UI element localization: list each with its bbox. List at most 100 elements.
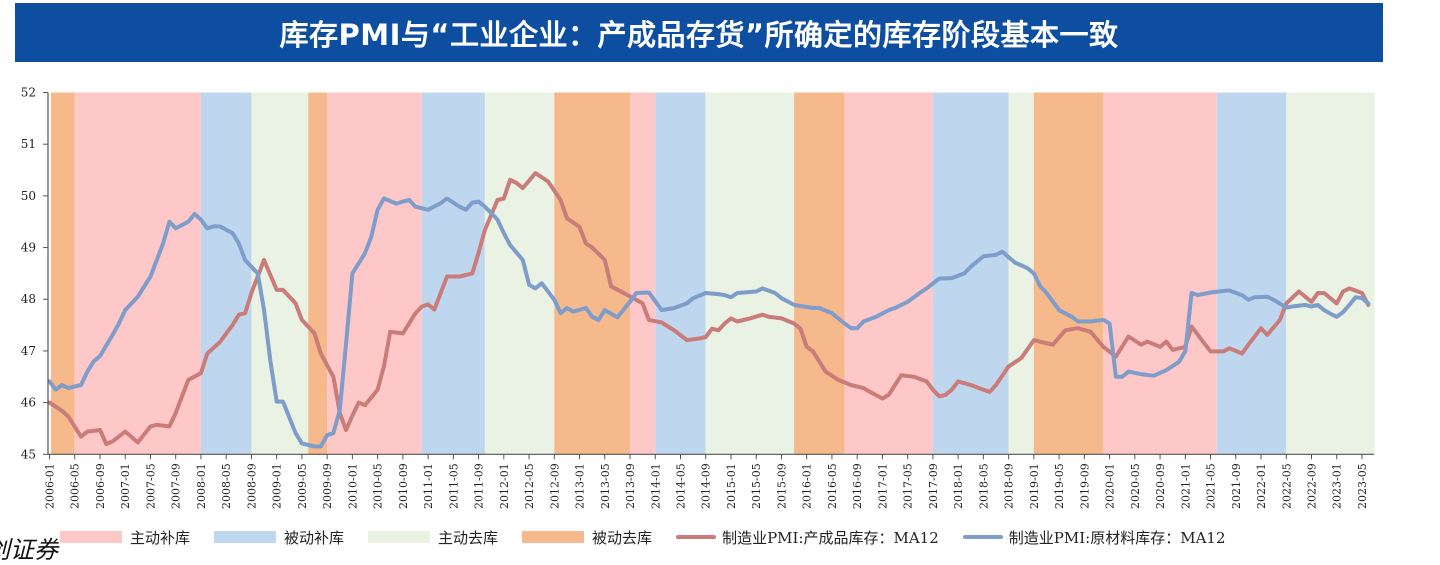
x-tick-label: 2006-01 bbox=[44, 463, 57, 509]
x-tick-label: 2021-01 bbox=[1179, 463, 1192, 509]
legend-swatch bbox=[60, 531, 122, 543]
y-tick-label: 50 bbox=[21, 189, 36, 203]
x-tick-label: 2009-05 bbox=[296, 463, 309, 509]
phase-band bbox=[932, 92, 1009, 455]
x-tick-label: 2007-01 bbox=[119, 463, 132, 509]
legend-item-active-restock: 主动补库 bbox=[60, 527, 190, 548]
phase-band bbox=[74, 92, 201, 455]
x-tick-label: 2021-05 bbox=[1205, 463, 1218, 509]
legend-swatch bbox=[214, 531, 277, 543]
legend-label: 制造业PMI:产成品库存：MA12 bbox=[722, 528, 939, 547]
legend-line bbox=[962, 535, 1003, 539]
phase-band bbox=[51, 92, 75, 455]
y-tick-label: 48 bbox=[21, 292, 36, 306]
x-tick-label: 2021-09 bbox=[1230, 463, 1243, 509]
x-tick-label: 2015-05 bbox=[750, 463, 763, 509]
x-tick-label: 2011-05 bbox=[447, 463, 460, 509]
x-tick-label: 2011-09 bbox=[473, 463, 486, 509]
legend-swatch bbox=[368, 531, 431, 543]
x-tick-label: 2014-09 bbox=[700, 463, 713, 509]
x-tick-label: 2007-05 bbox=[144, 463, 157, 509]
phase-band bbox=[794, 92, 845, 455]
legend: 主动补库 被动补库 主动去库 被动去库 制造业PMI:产成品库存：MA12 制造… bbox=[60, 524, 1440, 550]
x-tick-label: 2014-01 bbox=[649, 463, 662, 509]
x-tick-label: 2008-09 bbox=[245, 463, 258, 509]
phase-band bbox=[308, 92, 328, 455]
x-tick-label: 2010-01 bbox=[346, 463, 359, 509]
x-tick-label: 2012-01 bbox=[498, 463, 511, 509]
x-tick-label: 2022-01 bbox=[1255, 463, 1268, 509]
phase-band bbox=[200, 92, 252, 455]
x-tick-label: 2007-09 bbox=[170, 463, 183, 509]
x-tick-label: 2018-05 bbox=[977, 463, 990, 509]
phase-band bbox=[1033, 92, 1104, 455]
x-tick-label: 2006-05 bbox=[69, 463, 82, 509]
title-banner: 库存PMI与“工业企业：产成品存货”所确定的库存阶段基本一致 bbox=[15, 3, 1383, 62]
legend-label: 主动补库 bbox=[130, 528, 191, 547]
y-tick-label: 52 bbox=[21, 86, 36, 100]
phase-band bbox=[655, 92, 706, 455]
x-tick-label: 2019-09 bbox=[1078, 463, 1091, 509]
x-tick-label: 2008-01 bbox=[195, 463, 208, 509]
x-tick-label: 2010-09 bbox=[397, 463, 410, 509]
y-tick-label: 49 bbox=[21, 241, 36, 255]
x-tick-label: 2013-05 bbox=[599, 463, 612, 509]
x-tick-label: 2014-05 bbox=[675, 463, 688, 509]
phase-band bbox=[630, 92, 656, 455]
phase-bands bbox=[51, 92, 1375, 455]
x-tick-label: 2019-01 bbox=[1028, 463, 1041, 509]
x-tick-label: 2020-01 bbox=[1104, 463, 1117, 509]
phase-band bbox=[1008, 92, 1034, 455]
x-tick-label: 2009-09 bbox=[321, 463, 334, 509]
x-tick-label: 2018-09 bbox=[1003, 463, 1016, 509]
x-tick-label: 2011-01 bbox=[422, 463, 435, 509]
phase-band bbox=[705, 92, 795, 455]
legend-item-finished-goods: 制造业PMI:产成品库存：MA12 bbox=[676, 527, 939, 548]
phase-band bbox=[554, 92, 631, 455]
chart-title: 库存PMI与“工业企业：产成品存货”所确定的库存阶段基本一致 bbox=[279, 17, 1119, 52]
watermark: 创证券 bbox=[0, 536, 58, 564]
x-tick-label: 2023-05 bbox=[1356, 463, 1369, 509]
x-tick-label: 2016-05 bbox=[826, 463, 839, 509]
legend-item-passive-destock: 被动去库 bbox=[522, 527, 652, 548]
x-tick-label: 2015-01 bbox=[725, 463, 738, 509]
legend-label: 主动去库 bbox=[438, 528, 499, 547]
x-tick-label: 2012-09 bbox=[548, 463, 561, 509]
phase-band bbox=[1216, 92, 1287, 455]
x-tick-label: 2008-05 bbox=[220, 463, 233, 509]
x-tick-label: 2013-01 bbox=[574, 463, 587, 509]
x-tick-label: 2015-09 bbox=[775, 463, 788, 509]
legend-label: 被动补库 bbox=[284, 528, 345, 547]
x-tick-label: 2010-05 bbox=[372, 463, 385, 509]
y-tick-label: 46 bbox=[21, 396, 36, 410]
x-tick-label: 2017-05 bbox=[902, 463, 915, 509]
x-tick-label: 2017-09 bbox=[927, 463, 940, 509]
x-tick-label: 2013-09 bbox=[624, 463, 637, 509]
series-line-raw-materials bbox=[47, 196, 1371, 449]
phase-band bbox=[844, 92, 933, 455]
series-lines bbox=[47, 171, 1371, 449]
x-tick-label: 2016-09 bbox=[851, 463, 864, 509]
x-tick-label: 2006-09 bbox=[94, 463, 107, 509]
y-tick-label: 47 bbox=[21, 344, 36, 358]
phase-band bbox=[421, 92, 485, 455]
legend-item-active-destock: 主动去库 bbox=[368, 527, 498, 548]
phase-band bbox=[484, 92, 555, 455]
phase-band bbox=[1286, 92, 1375, 455]
legend-line bbox=[676, 535, 717, 539]
legend-item-raw-materials: 制造业PMI:原材料库存：MA12 bbox=[962, 527, 1226, 548]
y-tick-label: 45 bbox=[21, 447, 36, 461]
x-tick-label: 2018-01 bbox=[952, 463, 965, 509]
x-tick-label: 2020-05 bbox=[1129, 463, 1142, 509]
x-tick-label: 2012-05 bbox=[523, 463, 536, 509]
phase-band bbox=[1103, 92, 1217, 455]
x-tick-label: 2016-01 bbox=[801, 463, 814, 509]
legend-swatch bbox=[522, 531, 585, 543]
y-tick-label: 51 bbox=[21, 137, 36, 151]
legend-label: 制造业PMI:原材料库存：MA12 bbox=[1008, 528, 1226, 547]
x-tick-label: 2019-05 bbox=[1053, 463, 1066, 509]
axes: 45 46 47 48 49 50 51 52 2006-01 2006-05 2006-09 200… bbox=[21, 86, 1374, 509]
x-tick-label: 2023-01 bbox=[1331, 463, 1344, 509]
legend-label: 被动去库 bbox=[592, 528, 653, 547]
x-tick-label: 2022-05 bbox=[1280, 463, 1293, 509]
